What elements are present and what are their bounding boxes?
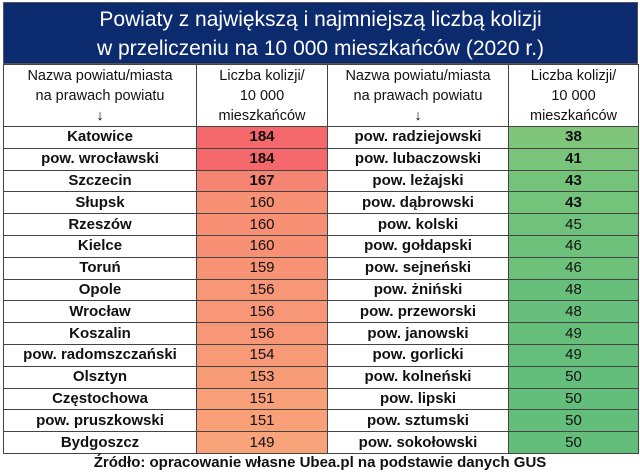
highest-name-cell: Bydgoszcz (3, 431, 197, 454)
highest-value-cell: 156 (196, 300, 328, 324)
lowest-value-cell: 49 (508, 322, 639, 345)
lowest-value-cell: 50 (508, 409, 639, 433)
lowest-name-cell: pow. sztumski (327, 409, 509, 433)
header-text: na prawach powiatu (353, 87, 483, 104)
table-row: Katowice 184 pow. radziejowski 38 (3, 126, 639, 149)
highest-name-cell: Rzeszów (3, 213, 197, 236)
highest-name-cell: Olsztyn (3, 365, 197, 389)
lowest-name-cell: pow. sejneński (327, 256, 509, 280)
lowest-name-cell: pow. sokołowski (327, 431, 509, 454)
table-title: Powiaty z największą i najmniejszą liczb… (3, 2, 638, 64)
lowest-name-cell: pow. lipski (327, 387, 509, 411)
highest-value-cell: 151 (196, 387, 328, 411)
header-text: Nazwa powiatu/miasta (27, 67, 173, 84)
highest-value-cell: 151 (196, 409, 328, 433)
highest-name-cell: Katowice (3, 126, 197, 149)
title-line-2: w przeliczeniu na 10 000 mieszkańców (20… (96, 37, 545, 60)
lowest-value-cell: 46 (508, 234, 639, 258)
highest-name-cell: Koszalin (3, 322, 197, 345)
lowest-value-cell: 49 (508, 343, 639, 367)
highest-name-cell: Słupsk (3, 191, 197, 215)
lowest-value-cell: 38 (508, 126, 639, 149)
table-row: Słupsk 160 pow. dąbrowski 43 (3, 191, 639, 215)
highest-value-cell: 160 (196, 234, 328, 258)
highest-name-cell: Toruń (3, 256, 197, 280)
highest-name-cell: Szczecin (3, 169, 197, 193)
lowest-value-cell: 43 (508, 169, 639, 193)
lowest-name-cell: pow. gorlicki (327, 343, 509, 367)
table-row: pow. radomszczański 154 pow. gorlicki 49 (3, 343, 639, 367)
lowest-value-cell: 48 (508, 300, 639, 324)
highest-value-cell: 160 (196, 191, 328, 215)
title-line-1: Powiaty z największą i najmniejszą liczb… (99, 8, 542, 31)
highest-value-cell: 156 (196, 278, 328, 302)
header-text: na prawach powiatu (35, 87, 165, 104)
header-text: 10 000 (239, 87, 285, 104)
table-row: Wrocław 156 pow. przeworski 48 (3, 300, 639, 324)
header-name-highest: Nazwa powiatu/miasta na prawach powiatu ↓ (3, 64, 197, 127)
table-row: Koszalin 156 pow. janowski 49 (3, 322, 639, 345)
table-row: Kielce 160 pow. gołdapski 46 (3, 234, 639, 258)
lowest-name-cell: pow. janowski (327, 322, 509, 345)
header-text: Nazwa powiatu/miasta (345, 67, 491, 84)
highest-name-cell: Częstochowa (3, 387, 197, 411)
table-row: Olsztyn 153 pow. kolneński 50 (3, 365, 639, 389)
lowest-name-cell: pow. kolski (327, 213, 509, 236)
lowest-name-cell: pow. przeworski (327, 300, 509, 324)
header-row: Nazwa powiatu/miasta na prawach powiatu ↓ … (3, 64, 639, 127)
highest-value-cell: 153 (196, 365, 328, 389)
highest-value-cell: 184 (196, 126, 328, 149)
table-row: Rzeszów 160 pow. kolski 45 (3, 213, 639, 236)
lowest-name-cell: pow. leżajski (327, 169, 509, 193)
highest-name-cell: pow. pruszkowski (3, 409, 197, 433)
highest-name-cell: Wrocław (3, 300, 197, 324)
lowest-value-cell: 46 (508, 256, 639, 280)
lowest-value-cell: 50 (508, 365, 639, 389)
lowest-name-cell: pow. gołdapski (327, 234, 509, 258)
lowest-name-cell: pow. dąbrowski (327, 191, 509, 215)
table-row: Opole 156 pow. żniński 48 (3, 278, 639, 302)
lowest-name-cell: pow. radziejowski (327, 126, 509, 149)
highest-name-cell: pow. radomszczański (3, 343, 197, 367)
source-note: Źródło: opracowanie własne Ubea.pl na po… (93, 454, 547, 471)
highest-value-cell: 167 (196, 169, 328, 193)
highest-value-cell: 184 (196, 147, 328, 171)
highest-value-cell: 156 (196, 322, 328, 345)
lowest-value-cell: 48 (508, 278, 639, 302)
lowest-value-cell: 50 (508, 387, 639, 411)
highest-name-cell: Opole (3, 278, 197, 302)
lowest-value-cell: 45 (508, 213, 639, 236)
arrow-down-icon: ↓ (414, 107, 422, 124)
table-row: pow. pruszkowski 151 pow. sztumski 50 (3, 409, 639, 433)
highest-name-cell: Kielce (3, 234, 197, 258)
header-name-lowest: Nazwa powiatu/miasta na prawach powiatu ↓ (327, 64, 509, 127)
header-text: Liczba kolizji/ (219, 67, 305, 84)
collisions-table: Nazwa powiatu/miasta na prawach powiatu ↓ … (3, 64, 639, 454)
lowest-value-cell: 41 (508, 147, 639, 171)
lowest-name-cell: pow. lubaczowski (327, 147, 509, 171)
table-row: Bydgoszcz 149 pow. sokołowski 50 (3, 431, 639, 454)
header-text: mieszkańców (529, 107, 618, 124)
arrow-down-icon: ↓ (96, 107, 104, 124)
header-value-lowest: Liczba kolizji/10 000 mieszkańców (508, 64, 639, 127)
lowest-name-cell: pow. żniński (327, 278, 509, 302)
highest-value-cell: 154 (196, 343, 328, 367)
table-row: pow. wrocławski 184 pow. lubaczowski 41 (3, 147, 639, 171)
lowest-name-cell: pow. kolneński (327, 365, 509, 389)
header-text: Liczba kolizji/ (530, 67, 617, 84)
header-text: 10 000 (551, 87, 596, 104)
table-row: Szczecin 167 pow. leżajski 43 (3, 169, 639, 193)
highest-name-cell: pow. wrocławski (3, 147, 197, 171)
header-value-highest: Liczba kolizji/10 000 mieszkańców (196, 64, 328, 127)
table-row: Toruń 159 pow. sejneński 46 (3, 256, 639, 280)
lowest-value-cell: 50 (508, 431, 639, 454)
highest-value-cell: 159 (196, 256, 328, 280)
highest-value-cell: 160 (196, 213, 328, 236)
table-row: Częstochowa 151 pow. lipski 50 (3, 387, 639, 411)
header-text: mieszkańców (218, 107, 306, 124)
collisions-table-container: Powiaty z największą i najmniejszą liczb… (3, 2, 639, 454)
lowest-value-cell: 43 (508, 191, 639, 215)
highest-value-cell: 149 (196, 431, 328, 454)
